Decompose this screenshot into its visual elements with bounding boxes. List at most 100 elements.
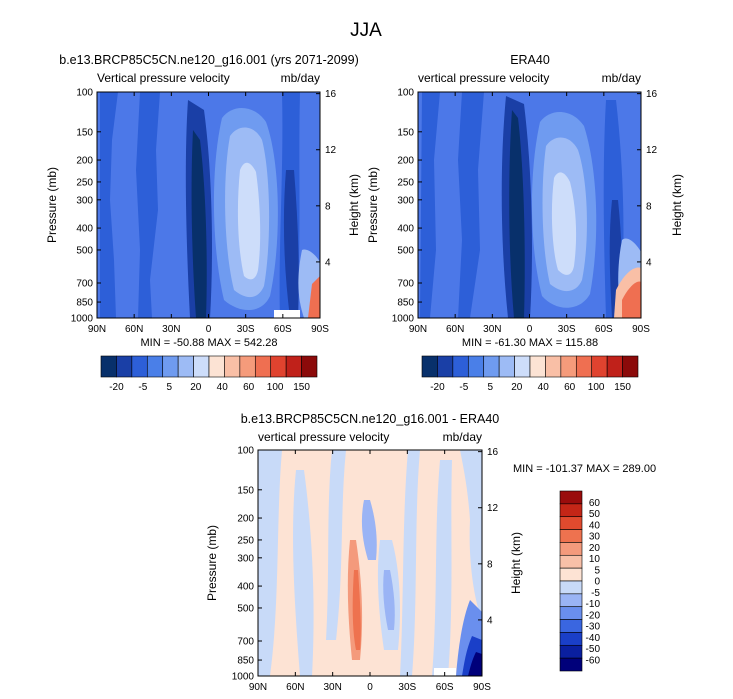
x-tick-label: 90S: [632, 324, 650, 335]
x-tick-label: 60S: [274, 324, 292, 335]
colorbar-swatch: [559, 593, 583, 608]
colorbar-label: 20: [190, 382, 202, 393]
y-tick-label: 100: [76, 88, 93, 99]
colorbar-swatch: [559, 554, 583, 569]
x-tick-label: 90N: [409, 324, 427, 335]
y-tick-label: 300: [237, 553, 254, 564]
colorbar-label: 5: [167, 382, 173, 393]
colorbar-label: -5: [459, 382, 468, 393]
x-tick-label: 60N: [446, 324, 464, 335]
colorbar-swatch: [559, 632, 583, 646]
y-tick-label: 1000: [392, 314, 415, 325]
panel-obs-left-label: vertical pressure velocity: [418, 71, 549, 85]
panel-obs-contour-region: [622, 281, 641, 318]
colorbar-swatch: [270, 355, 287, 378]
colorbar-label: -10: [586, 599, 601, 610]
colorbar-label: 0: [594, 577, 600, 588]
y-tick-label: 400: [76, 224, 93, 235]
x-tick-label: 30S: [398, 682, 416, 693]
panel-model-contour-region: [100, 92, 118, 318]
colorbar-swatch: [116, 355, 133, 378]
x-tick-label: 0: [367, 682, 373, 693]
colorbar-swatch: [559, 516, 583, 530]
colorbar-swatch: [452, 355, 469, 378]
y2-tick-label: 8: [646, 201, 652, 212]
panel-model-contour-region: [283, 170, 299, 318]
colorbar-label: 60: [243, 382, 255, 393]
colorbar-label: 30: [589, 532, 601, 543]
y2-tick-label: 16: [487, 447, 499, 458]
colorbar-label: 40: [538, 382, 550, 393]
y-tick-label: 250: [397, 177, 414, 188]
y-tick-label: 700: [397, 278, 414, 289]
panel-obs-contour-region: [509, 110, 525, 318]
colorbar-swatch: [559, 542, 583, 556]
y-tick-label: 100: [397, 88, 414, 99]
colorbar-label: 40: [589, 520, 601, 531]
y-tick-label: 400: [237, 582, 254, 593]
y-tick-label: 150: [76, 127, 93, 138]
panel-diff-contour-region: [352, 570, 361, 650]
panel-model-missing-data: [274, 310, 300, 318]
colorbar-swatch: [622, 355, 639, 378]
colorbar-label: -20: [109, 382, 124, 393]
y-tick-label: 200: [76, 156, 93, 167]
colorbar-swatch: [606, 355, 623, 378]
colorbar-label: -30: [586, 622, 601, 633]
y-tick-label: 850: [237, 656, 254, 667]
x-tick-label: 30N: [483, 324, 501, 335]
y2-tick-label: 8: [325, 201, 331, 212]
y-tick-label: 500: [237, 603, 254, 614]
y2-tick-label: 4: [325, 257, 331, 268]
y-tick-label: 100: [237, 446, 254, 457]
colorbar-label: -60: [586, 655, 601, 666]
y-tick-label: 500: [76, 245, 93, 256]
colorbar-swatch: [591, 355, 608, 378]
panel-diff-contour-region: [258, 450, 282, 676]
colorbar-swatch: [559, 567, 583, 582]
colorbar-swatch: [559, 529, 583, 543]
colorbar-label: -5: [591, 588, 600, 599]
panel-obs: ERA40 vertical pressure velocity mb/day …: [366, 53, 684, 393]
panel-diff-contour-region: [468, 652, 482, 676]
x-tick-label: 90N: [88, 324, 106, 335]
y-tick-label: 500: [397, 245, 414, 256]
x-tick-label: 60S: [436, 682, 454, 693]
y2-tick-label: 12: [487, 503, 499, 514]
x-tick-label: 60N: [286, 682, 304, 693]
panel-diff-contour-region: [383, 570, 395, 630]
colorbar-swatch: [239, 355, 256, 378]
colorbar-label: 20: [589, 543, 601, 554]
colorbar-label: -40: [586, 633, 601, 644]
colorbar-swatch: [559, 490, 583, 505]
panel-diff-left-label: vertical pressure velocity: [258, 430, 389, 444]
panel-obs-y2label: Height (km): [670, 174, 684, 236]
x-tick-label: 30S: [237, 324, 255, 335]
colorbar-label: -20: [586, 610, 601, 621]
panel-obs-ylabel: Pressure (mb): [366, 167, 380, 243]
panel-diff-contour-region: [400, 450, 420, 676]
colorbar-label: -5: [138, 382, 147, 393]
colorbar-swatch: [437, 355, 454, 378]
y-tick-label: 1000: [71, 314, 94, 325]
panel-obs-contour-region: [458, 92, 484, 318]
colorbar-label: 60: [564, 382, 576, 393]
panel-model-title: b.e13.BRCP85C5CN.ne120_g16.001 (yrs 2071…: [59, 53, 359, 67]
colorbar-swatch: [224, 355, 241, 378]
y2-tick-label: 8: [487, 559, 493, 570]
panel-model-minmax: MIN = -50.88 MAX = 542.28: [141, 337, 278, 349]
x-tick-label: 30S: [558, 324, 576, 335]
y-tick-label: 150: [397, 127, 414, 138]
x-tick-label: 90S: [473, 682, 491, 693]
panel-obs-contour-region: [420, 92, 440, 318]
colorbar-swatch: [146, 355, 164, 378]
panel-model-left-label: Vertical pressure velocity: [97, 71, 230, 85]
colorbar-label: 100: [267, 382, 284, 393]
panel-model-contour-region: [136, 92, 160, 318]
x-tick-label: 30N: [323, 682, 341, 693]
panel-model-contour-region: [237, 162, 261, 280]
colorbar-label: 5: [594, 565, 600, 576]
panel-diff-ylabel: Pressure (mb): [205, 525, 219, 601]
colorbar-swatch: [559, 580, 583, 595]
colorbar-label: 50: [589, 509, 601, 520]
